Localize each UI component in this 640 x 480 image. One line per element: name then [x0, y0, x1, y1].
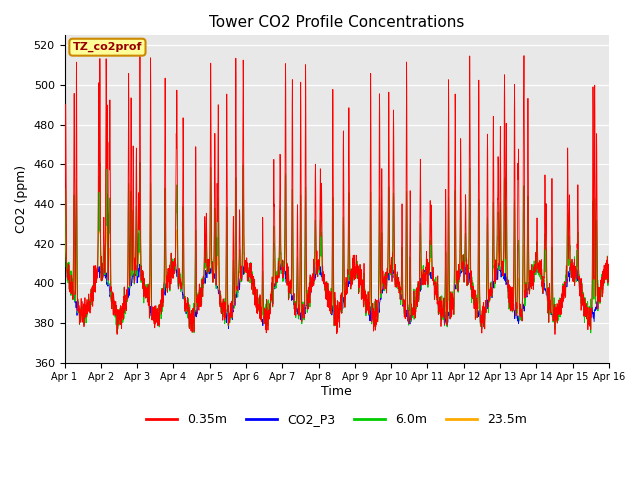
CO2_P3	[478, 326, 486, 332]
6.0m	[510, 268, 518, 274]
23.5m	[406, 301, 413, 307]
6.0m	[406, 283, 413, 288]
6.0m	[234, 288, 241, 294]
CO2_P3	[441, 320, 449, 325]
Line: 6.0m: 6.0m	[65, 162, 609, 333]
23.5m	[61, 260, 68, 266]
6.0m	[441, 312, 449, 318]
0.35m	[470, 286, 477, 291]
Legend: 0.35m, CO2_P3, 6.0m, 23.5m: 0.35m, CO2_P3, 6.0m, 23.5m	[141, 408, 532, 431]
CO2_P3	[605, 267, 612, 273]
0.35m	[605, 268, 612, 274]
CO2_P3	[470, 290, 477, 296]
Line: 0.35m: 0.35m	[65, 56, 609, 335]
6.0m	[605, 267, 612, 273]
CO2_P3	[234, 288, 241, 293]
CO2_P3	[510, 307, 518, 313]
0.35m	[234, 284, 241, 289]
0.35m	[509, 280, 517, 286]
Title: Tower CO2 Profile Concentrations: Tower CO2 Profile Concentrations	[209, 15, 465, 30]
0.35m	[440, 322, 448, 327]
X-axis label: Time: Time	[321, 385, 352, 398]
6.0m	[441, 323, 449, 329]
Text: TZ_co2prof: TZ_co2prof	[73, 42, 142, 52]
23.5m	[440, 313, 448, 319]
6.0m	[61, 255, 68, 261]
23.5m	[441, 316, 449, 322]
Line: 23.5m: 23.5m	[65, 220, 609, 325]
23.5m	[605, 266, 612, 272]
0.35m	[440, 314, 448, 320]
0.35m	[406, 297, 413, 302]
Line: CO2_P3: CO2_P3	[65, 262, 609, 329]
6.0m	[470, 291, 477, 297]
23.5m	[234, 289, 241, 295]
CO2_P3	[406, 318, 413, 324]
23.5m	[470, 292, 477, 298]
Y-axis label: CO2 (ppm): CO2 (ppm)	[15, 165, 28, 233]
0.35m	[551, 332, 559, 337]
CO2_P3	[312, 259, 320, 264]
CO2_P3	[61, 261, 68, 266]
23.5m	[477, 322, 485, 328]
0.35m	[61, 253, 68, 259]
0.35m	[520, 53, 528, 59]
23.5m	[510, 277, 518, 283]
23.5m	[136, 217, 144, 223]
CO2_P3	[440, 319, 448, 325]
6.0m	[113, 330, 121, 336]
6.0m	[136, 159, 144, 165]
